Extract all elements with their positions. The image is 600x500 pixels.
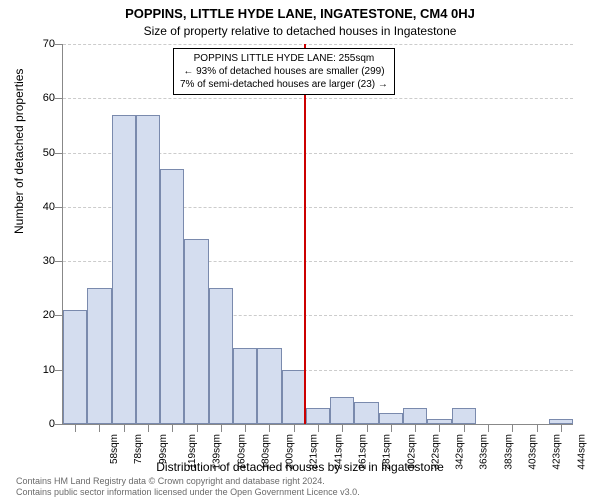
histogram-bar	[63, 310, 87, 424]
grid-line	[63, 98, 573, 99]
y-tick-label: 20	[43, 309, 55, 321]
histogram-bar	[257, 348, 281, 424]
y-tick	[55, 315, 63, 316]
histogram-bar	[282, 370, 306, 424]
x-tick	[294, 424, 295, 432]
info-line-3: 7% of semi-detached houses are larger (2…	[180, 78, 388, 91]
y-tick-label: 40	[43, 201, 55, 213]
plot-area: 01020304050607058sqm78sqm99sqm119sqm139s…	[62, 44, 573, 425]
x-axis-label: Distribution of detached houses by size …	[0, 460, 600, 474]
chart-title-sub: Size of property relative to detached ho…	[0, 24, 600, 38]
histogram-bar	[112, 115, 136, 424]
histogram-bar	[403, 408, 427, 424]
y-tick-label: 70	[43, 38, 55, 50]
histogram-bar	[306, 408, 330, 424]
x-tick	[537, 424, 538, 432]
y-tick	[55, 153, 63, 154]
x-tick	[124, 424, 125, 432]
x-tick	[415, 424, 416, 432]
x-tick	[391, 424, 392, 432]
x-tick	[172, 424, 173, 432]
x-tick	[99, 424, 100, 432]
x-tick	[197, 424, 198, 432]
chart-container: POPPINS, LITTLE HYDE LANE, INGATESTONE, …	[0, 0, 600, 500]
x-tick	[464, 424, 465, 432]
footer-line-2: Contains public sector information licen…	[16, 487, 360, 498]
y-tick-label: 50	[43, 147, 55, 159]
footer-line-1: Contains HM Land Registry data © Crown c…	[16, 476, 360, 487]
x-tick	[148, 424, 149, 432]
histogram-bar	[160, 169, 184, 424]
y-tick	[55, 207, 63, 208]
y-tick-label: 10	[43, 364, 55, 376]
x-tick	[561, 424, 562, 432]
y-tick	[55, 370, 63, 371]
histogram-bar	[136, 115, 160, 424]
chart-title-main: POPPINS, LITTLE HYDE LANE, INGATESTONE, …	[0, 6, 600, 21]
histogram-bar	[354, 402, 378, 424]
y-tick	[55, 261, 63, 262]
x-tick	[439, 424, 440, 432]
histogram-bar	[184, 239, 208, 424]
grid-line	[63, 44, 573, 45]
y-tick-label: 0	[49, 418, 55, 430]
y-axis-label: Number of detached properties	[12, 69, 26, 234]
histogram-bar	[233, 348, 257, 424]
x-tick	[318, 424, 319, 432]
x-tick	[75, 424, 76, 432]
y-tick	[55, 424, 63, 425]
histogram-bar	[379, 413, 403, 424]
info-box: POPPINS LITTLE HYDE LANE: 255sqm ← 93% o…	[173, 48, 395, 95]
histogram-bar	[209, 288, 233, 424]
x-tick	[221, 424, 222, 432]
x-tick	[367, 424, 368, 432]
info-line-1: POPPINS LITTLE HYDE LANE: 255sqm	[180, 52, 388, 65]
x-tick	[342, 424, 343, 432]
histogram-bar	[330, 397, 354, 424]
y-tick-label: 30	[43, 255, 55, 267]
x-tick	[512, 424, 513, 432]
x-tick	[269, 424, 270, 432]
y-tick	[55, 44, 63, 45]
x-tick	[245, 424, 246, 432]
histogram-bar	[87, 288, 111, 424]
footer-attribution: Contains HM Land Registry data © Crown c…	[16, 476, 360, 498]
y-tick	[55, 98, 63, 99]
x-tick	[488, 424, 489, 432]
info-line-2: ← 93% of detached houses are smaller (29…	[180, 65, 388, 78]
histogram-bar	[452, 408, 476, 424]
y-tick-label: 60	[43, 92, 55, 104]
reference-line	[304, 44, 306, 424]
